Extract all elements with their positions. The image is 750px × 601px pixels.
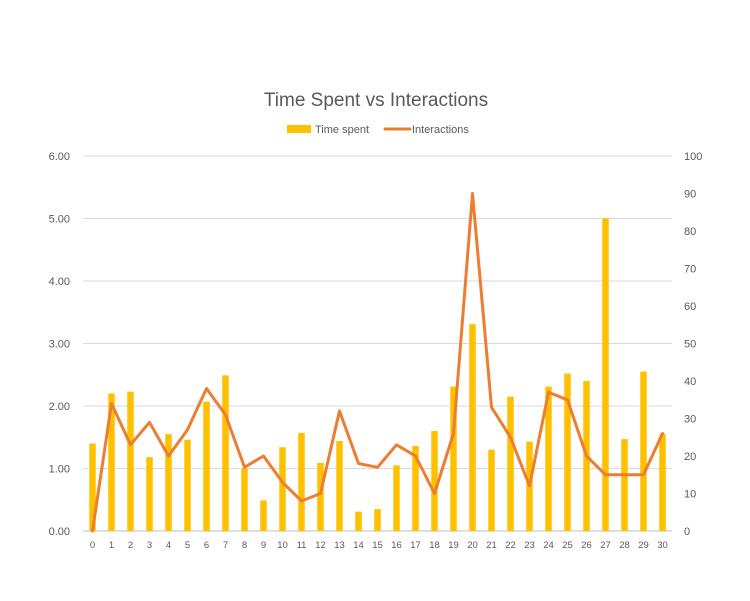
bar (355, 511, 362, 531)
x-axis-tick-label: 14 (353, 540, 364, 551)
x-axis-tick-label: 3 (147, 540, 152, 551)
bar (165, 434, 172, 531)
right-axis-tick-label: 70 (684, 264, 696, 276)
right-axis-tick-label: 30 (684, 414, 696, 426)
x-axis-tick-label: 12 (315, 540, 326, 551)
x-axis-ticks: 0 1 2 3 4 5 6 7 8 9 10 11 12 13 14 15 16 17 18 19 20 21 22 23 24… (90, 540, 668, 551)
x-axis-tick-label: 23 (524, 540, 535, 551)
x-axis-tick-label: 28 (619, 540, 630, 551)
bar (640, 371, 647, 531)
x-axis-tick-label: 27 (600, 540, 611, 551)
line-series-interactions (91, 192, 664, 533)
bar (431, 431, 438, 531)
bar (146, 457, 153, 531)
x-axis-tick-label: 16 (391, 540, 402, 551)
x-axis-tick-label: 29 (638, 540, 649, 551)
right-axis-tick-label: 50 (684, 339, 696, 351)
x-axis-tick-label: 21 (486, 540, 497, 551)
bar (336, 441, 343, 531)
x-axis-tick-label: 13 (334, 540, 345, 551)
x-axis-tick-label: 19 (448, 540, 459, 551)
bar (127, 391, 134, 531)
bar (260, 500, 267, 531)
x-axis-tick-label: 18 (429, 540, 440, 551)
bar (203, 401, 210, 531)
bar (279, 447, 286, 531)
bar (108, 393, 115, 531)
x-axis-tick-label: 4 (166, 540, 171, 551)
bar (488, 449, 495, 531)
x-axis-tick-label: 22 (505, 540, 516, 551)
interactions-line (91, 192, 664, 533)
right-axis-tick-label: 40 (684, 376, 696, 388)
x-axis-tick-label: 25 (562, 540, 573, 551)
right-axis-tick-label: 0 (684, 526, 690, 538)
bar (374, 509, 381, 531)
bar (393, 465, 400, 531)
bar (317, 462, 324, 531)
x-axis-tick-label: 6 (204, 540, 209, 551)
right-axis-tick-label: 10 (684, 489, 696, 501)
chart-title: Time Spent vs Interactions (264, 90, 488, 111)
bar (412, 446, 419, 531)
bar (469, 324, 476, 531)
bar (184, 439, 191, 531)
right-axis-ticks: 0 10 20 30 40 50 60 70 80 90 100 (684, 151, 702, 538)
left-axis-ticks: 0.00 1.00 2.00 3.00 4.00 5.00 6.00 (49, 151, 70, 538)
x-axis-tick-label: 8 (242, 540, 247, 551)
left-axis-tick-label: 4.00 (49, 276, 70, 288)
right-axis-tick-label: 90 (684, 189, 696, 201)
bar (621, 439, 628, 531)
x-axis-tick-label: 30 (657, 540, 668, 551)
legend: Time spent Interactions (287, 124, 469, 136)
x-axis-tick-label: 11 (297, 540, 307, 551)
x-axis-tick-label: 17 (410, 540, 421, 551)
left-axis-tick-label: 5.00 (49, 214, 70, 226)
right-axis-tick-label: 20 (684, 451, 696, 463)
bar-series-time-spent (89, 218, 666, 531)
bar (659, 434, 666, 531)
bar (602, 218, 609, 531)
x-axis-tick-label: 0 (90, 540, 95, 551)
legend-label-time-spent: Time spent (315, 124, 369, 136)
left-axis-tick-label: 1.00 (49, 464, 70, 476)
x-axis-tick-label: 7 (223, 540, 228, 551)
x-axis-tick-label: 15 (372, 540, 383, 551)
bar (545, 386, 552, 531)
bar (298, 432, 305, 531)
x-axis-tick-label: 26 (581, 540, 592, 551)
legend-label-interactions: Interactions (412, 124, 469, 136)
bar (450, 386, 457, 531)
left-axis-tick-label: 2.00 (49, 401, 70, 413)
left-axis-tick-label: 3.00 (49, 339, 70, 351)
bar (89, 443, 96, 531)
x-axis-tick-label: 1 (109, 540, 114, 551)
left-axis-tick-label: 6.00 (49, 151, 70, 163)
legend-swatch-time-spent (287, 125, 311, 133)
left-axis-tick-label: 0.00 (49, 526, 70, 538)
x-axis-tick-label: 2 (128, 540, 133, 551)
right-axis-tick-label: 100 (684, 151, 702, 163)
bar (564, 373, 571, 531)
bar (241, 468, 248, 531)
bar (222, 375, 229, 531)
x-axis-tick-label: 5 (185, 540, 190, 551)
x-axis-tick-label: 24 (543, 540, 554, 551)
right-axis-tick-label: 80 (684, 226, 696, 238)
x-axis-tick-label: 10 (277, 540, 288, 551)
bar (507, 396, 514, 531)
right-axis-tick-label: 60 (684, 301, 696, 313)
x-axis-tick-label: 9 (261, 540, 266, 551)
x-axis-tick-label: 20 (467, 540, 478, 551)
